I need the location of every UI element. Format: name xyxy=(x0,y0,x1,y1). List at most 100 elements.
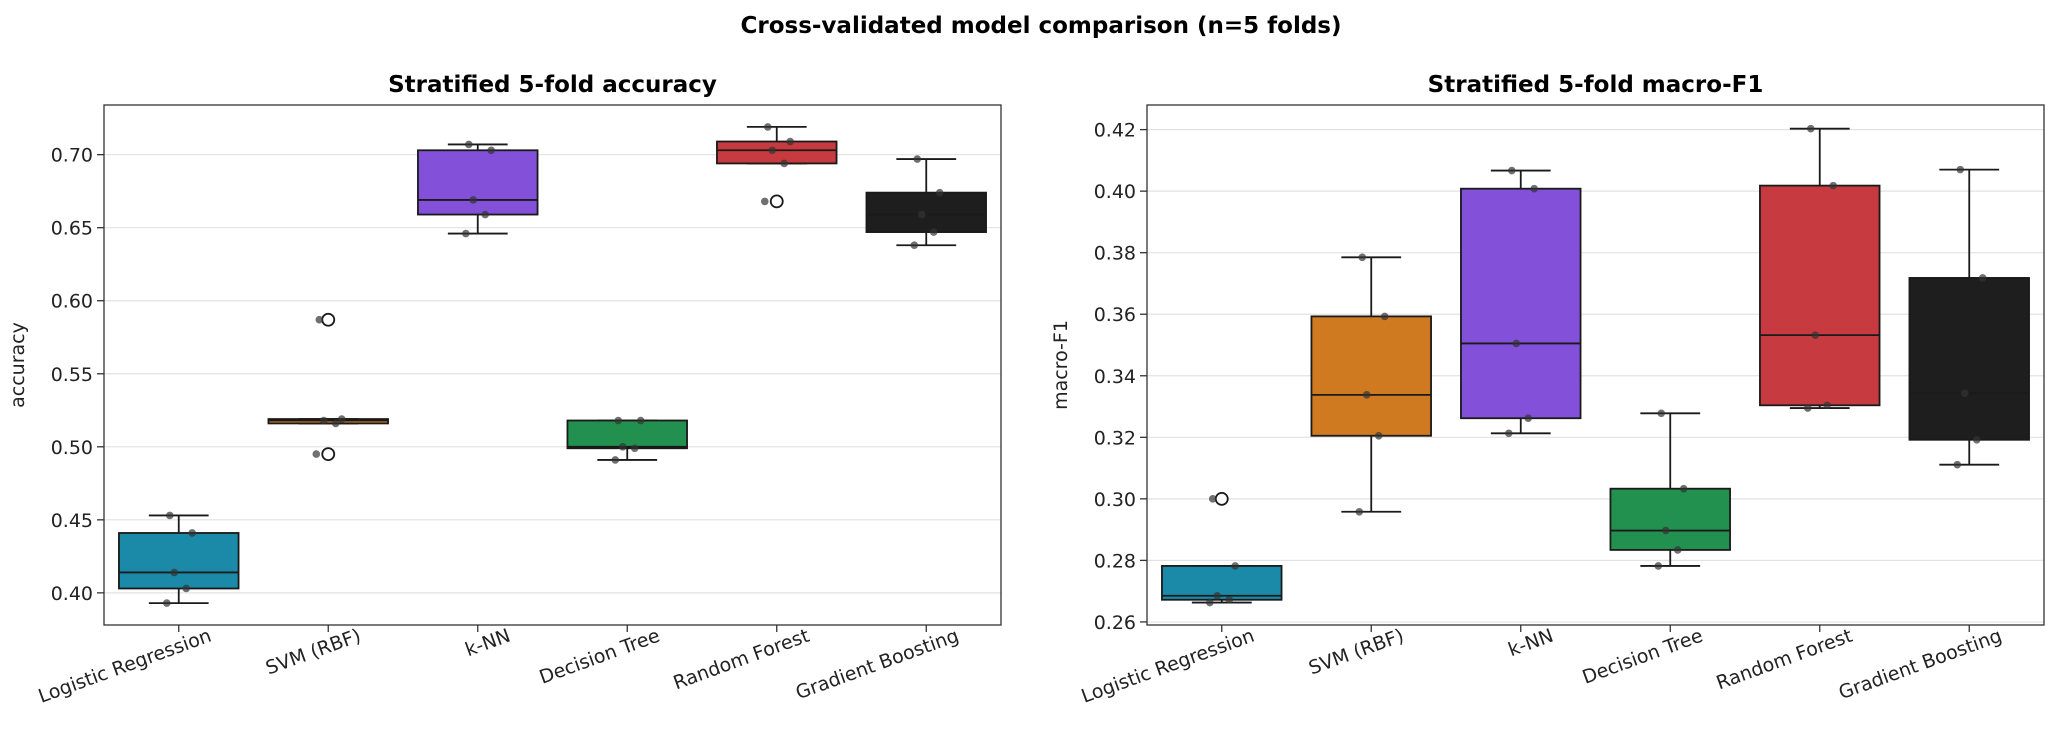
fold-point xyxy=(1657,409,1666,418)
y-tick-label: 0.32 xyxy=(1094,427,1136,449)
fold-point xyxy=(618,442,627,451)
box-logistic-regression xyxy=(1161,491,1283,607)
outlier-marker xyxy=(1214,491,1229,506)
chart-title: Stratified 5-fold accuracy xyxy=(388,72,717,98)
iqr-box xyxy=(1759,184,1881,407)
fold-point xyxy=(319,416,328,425)
iqr-box xyxy=(1310,315,1432,437)
axes-frame xyxy=(1146,104,2045,626)
y-tick-label: 0.40 xyxy=(1094,181,1136,203)
x-tick-label: Random Forest xyxy=(1713,625,1855,695)
fold-point xyxy=(1362,391,1371,399)
iqr-box xyxy=(566,419,688,450)
iqr-box xyxy=(1161,565,1283,601)
fold-point xyxy=(1956,165,1965,174)
fold-point xyxy=(312,450,321,458)
fold-point xyxy=(1978,274,1987,282)
y-tick-label: 0.70 xyxy=(51,145,93,167)
box-decision-tree xyxy=(1609,409,1731,570)
y-tick-label: 0.45 xyxy=(51,510,93,532)
fold-point xyxy=(763,123,772,131)
y-tick-label: 0.65 xyxy=(51,218,93,240)
fold-point xyxy=(464,140,473,149)
x-tick-label: SVM (RBF) xyxy=(263,625,364,680)
fold-point xyxy=(910,241,919,250)
box-svm-rbf- xyxy=(267,312,389,462)
fold-point xyxy=(1530,184,1539,193)
x-tick-label: Logistic Regression xyxy=(1078,625,1257,708)
fold-point xyxy=(1213,591,1222,600)
x-tick-label: Random Forest xyxy=(670,625,812,695)
y-tick-label: 0.42 xyxy=(1094,120,1136,142)
x-tick-label: Gradient Boosting xyxy=(1836,625,2005,704)
x-tick-label: Logistic Regression xyxy=(35,625,214,708)
fold-point xyxy=(786,137,795,146)
fold-point xyxy=(1225,595,1234,604)
fold-point xyxy=(1504,429,1513,438)
outlier-marker xyxy=(321,312,336,327)
iqr-box xyxy=(1908,277,2030,441)
y-axis-label: accuracy xyxy=(7,322,29,408)
fold-point xyxy=(1374,431,1383,440)
fold-point xyxy=(487,146,496,155)
y-tick-label: 0.30 xyxy=(1094,489,1136,511)
box-random-forest xyxy=(1759,124,1881,412)
fold-point xyxy=(768,146,777,155)
fold-point xyxy=(1806,124,1815,133)
fold-point xyxy=(1380,312,1389,321)
fold-point xyxy=(1231,562,1240,570)
axes-frame xyxy=(103,104,1002,626)
fold-point xyxy=(162,599,171,607)
y-tick-label: 0.26 xyxy=(1094,612,1136,634)
fold-point xyxy=(1803,404,1812,412)
fold-point xyxy=(935,188,944,197)
y-tick-label: 0.38 xyxy=(1094,243,1136,265)
x-tick-label: Decision Tree xyxy=(536,625,662,689)
y-tick-label: 0.50 xyxy=(51,437,93,459)
iqr-box xyxy=(865,191,987,233)
iqr-box xyxy=(118,532,240,590)
fold-point xyxy=(1654,562,1663,570)
box-svm-rbf- xyxy=(1310,253,1432,516)
fold-point xyxy=(1355,507,1364,516)
box-decision-tree xyxy=(566,416,688,464)
fold-point xyxy=(1507,166,1516,175)
fold-point xyxy=(1823,401,1832,410)
iqr-box xyxy=(1609,487,1731,551)
fold-point xyxy=(337,415,346,423)
fold-point xyxy=(188,529,197,537)
x-tick-label: k-NN xyxy=(1505,625,1556,662)
fold-point xyxy=(917,210,926,219)
macro-f1-chart: 0.26 0.28 0.30 0.32 0.34 0.36 0.38 0.40 0.42 Logi… xyxy=(1050,72,2045,708)
y-tick-label: 0.28 xyxy=(1094,550,1136,572)
fold-point xyxy=(1661,526,1670,535)
fold-point xyxy=(614,416,623,425)
fold-point xyxy=(760,197,769,206)
chart-title: Stratified 5-fold macro-F1 xyxy=(1428,72,1764,98)
box-random-forest xyxy=(716,123,838,209)
fold-point xyxy=(1673,546,1682,554)
fold-point xyxy=(1208,495,1217,503)
fold-point xyxy=(1972,435,1981,444)
iqr-box xyxy=(716,140,838,165)
fold-point xyxy=(481,210,490,219)
x-tick-label: Gradient Boosting xyxy=(793,625,962,704)
fold-point xyxy=(611,456,620,464)
box-gradient-boosting xyxy=(1908,165,2030,469)
x-tick-label: SVM (RBF) xyxy=(1306,625,1407,680)
fold-point xyxy=(1679,484,1688,493)
fold-point xyxy=(315,315,324,324)
fold-point xyxy=(1358,253,1367,262)
box-gradient-boosting xyxy=(865,155,987,250)
x-tick-label: Decision Tree xyxy=(1579,625,1705,689)
fold-point xyxy=(165,511,174,520)
fold-point xyxy=(913,155,922,163)
fold-point xyxy=(780,159,789,168)
y-tick-label: 0.34 xyxy=(1094,366,1136,388)
y-tick-label: 0.60 xyxy=(51,291,93,313)
fold-point xyxy=(630,444,639,453)
fold-point xyxy=(1512,339,1521,348)
fold-point xyxy=(461,229,470,238)
fold-point xyxy=(636,416,645,425)
